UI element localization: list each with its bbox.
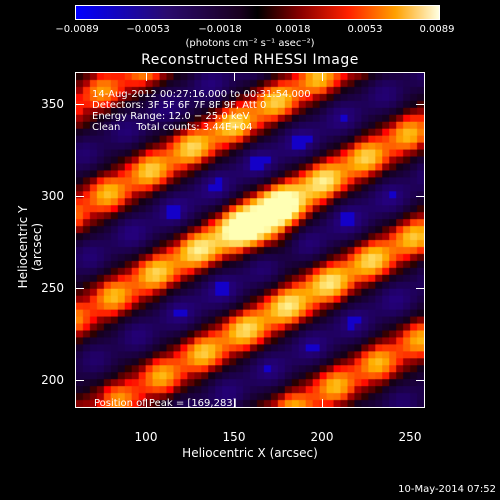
info-detectors: Detectors: 3F 5F 6F 7F 8F 9F, Att 0 [92,100,267,111]
colorbar [75,5,440,20]
x-tick [146,399,147,407]
y-tick [76,104,84,105]
y-tick [76,380,84,381]
y-tick [416,196,424,197]
x-tick-label: 200 [310,430,334,444]
y-tick [76,288,84,289]
colorbar-units: (photons cm⁻² s⁻¹ asec⁻²) [185,38,315,49]
colorbar-tick-label: 0.0053 [347,24,383,35]
x-tick [234,399,235,407]
y-axis-label: Heliocentric Y (arcsec) [16,205,44,289]
x-tick-label: 250 [398,430,422,444]
y-tick [76,196,84,197]
y-tick-label: 350 [41,97,64,111]
y-tick-label: 200 [41,373,64,387]
y-tick-label: 300 [41,189,64,203]
y-tick [416,288,424,289]
colorbar-tick-label: 0.0018 [275,24,311,35]
colorbar-tick-label: −0.0053 [126,24,170,35]
x-tick-label: 100 [134,430,158,444]
x-tick-label: 150 [222,430,246,444]
colorbar-tick-label: −0.0089 [55,24,99,35]
y-tick [416,104,424,105]
y-tick-label: 250 [41,281,64,295]
image-plot: 14-Aug-2012 00:27:16.000 to 00:31:54.000… [75,72,425,408]
x-tick [322,73,323,81]
info-time: 14-Aug-2012 00:27:16.000 to 00:31:54.000 [92,89,311,100]
heatmap-image [76,73,424,407]
colorbar-tick-label: −0.0018 [198,24,242,35]
x-tick [322,399,323,407]
x-tick [234,73,235,81]
timestamp-footer: 10-May-2014 07:52 [398,484,496,495]
info-method: Clean Total counts: 3.44E+04 [92,122,253,133]
x-axis-label: Heliocentric X (arcsec) [182,446,318,460]
y-tick [416,380,424,381]
peak-position: Position of Peak = [169,283] [94,398,237,408]
colorbar-tick-label: 0.0089 [419,24,455,35]
x-tick [146,73,147,81]
info-energy: Energy Range: 12.0 − 25.0 keV [92,111,250,122]
plot-title: Reconstructed RHESSI Image [141,52,359,68]
